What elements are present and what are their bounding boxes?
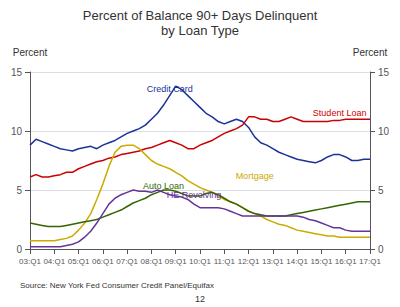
svg-text:10: 10 <box>11 126 23 137</box>
svg-text:09:Q1: 09:Q1 <box>165 257 187 266</box>
svg-text:5: 5 <box>378 185 384 196</box>
svg-text:5: 5 <box>16 185 22 196</box>
svg-text:10: 10 <box>378 126 390 137</box>
svg-text:11:Q1: 11:Q1 <box>214 257 236 266</box>
svg-text:Mortgage: Mortgage <box>236 171 274 181</box>
svg-text:03:Q1: 03:Q1 <box>19 257 41 266</box>
svg-text:Student Loan: Student Loan <box>313 108 367 118</box>
svg-text:Source: New York Fed Consumer: Source: New York Fed Consumer Credit Pan… <box>20 281 214 290</box>
svg-text:12: 12 <box>195 294 205 304</box>
svg-text:07:Q1: 07:Q1 <box>116 257 138 266</box>
svg-text:Percent: Percent <box>13 47 48 58</box>
svg-text:05:Q1: 05:Q1 <box>68 257 90 266</box>
svg-text:Auto Loan: Auto Loan <box>143 181 185 192</box>
svg-text:0: 0 <box>16 244 22 255</box>
svg-text:Credit Card: Credit Card <box>147 84 193 94</box>
svg-text:17:Q1: 17:Q1 <box>359 257 381 266</box>
svg-text:Percent: Percent <box>353 47 388 58</box>
svg-text:15:Q1: 15:Q1 <box>311 257 333 266</box>
svg-text:06:Q1: 06:Q1 <box>92 257 114 266</box>
svg-text:10:Q1: 10:Q1 <box>189 257 211 266</box>
svg-text:12:Q1: 12:Q1 <box>238 257 260 266</box>
svg-text:16:Q1: 16:Q1 <box>335 257 357 266</box>
svg-text:04:Q1: 04:Q1 <box>43 257 65 266</box>
svg-text:13:Q1: 13:Q1 <box>262 257 284 266</box>
svg-text:15: 15 <box>11 67 23 78</box>
svg-text:08:Q1: 08:Q1 <box>141 257 163 266</box>
svg-text:15: 15 <box>378 67 390 78</box>
svg-text:Percent of Balance 90+ Days De: Percent of Balance 90+ Days Delinquent <box>83 8 318 23</box>
svg-text:HE Revolving: HE Revolving <box>167 190 222 200</box>
svg-text:0: 0 <box>378 244 384 255</box>
svg-text:by Loan Type: by Loan Type <box>161 23 239 38</box>
svg-text:14:Q1: 14:Q1 <box>286 257 308 266</box>
